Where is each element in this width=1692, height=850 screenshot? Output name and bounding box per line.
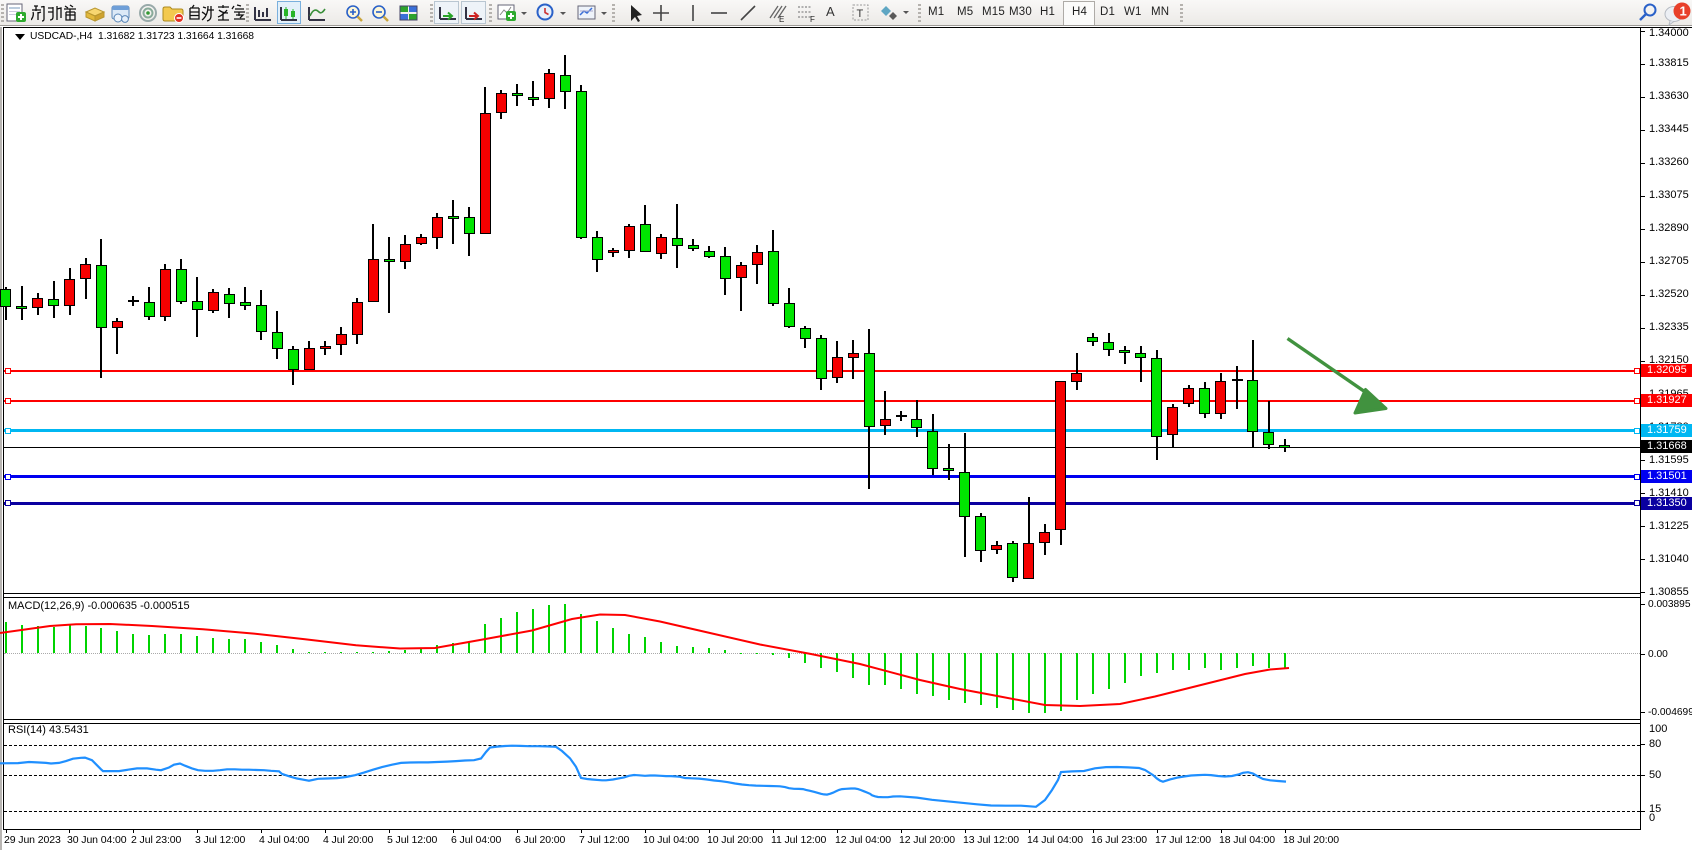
svg-text:T: T [857, 8, 864, 20]
svg-text:F: F [810, 15, 815, 24]
svg-text:E: E [779, 15, 784, 24]
svg-text:1: 1 [1680, 4, 1687, 19]
